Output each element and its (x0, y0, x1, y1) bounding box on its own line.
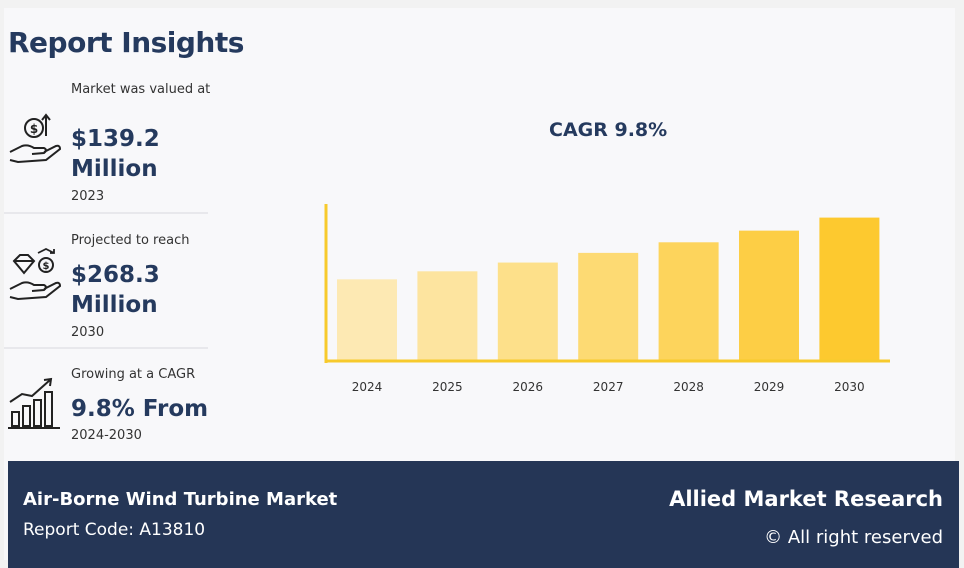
stat-value: $268.3 Million (71, 262, 160, 318)
svg-text:$: $ (30, 122, 38, 136)
brand-name: Allied Market Research (669, 487, 943, 511)
x-tick-label: 2029 (754, 380, 785, 394)
diamond-dollar-hand-icon: $ (9, 247, 62, 301)
bar-chart: 2024 2025 2026 2027 2028 2029 2030 (324, 204, 890, 394)
money-hand-icon: $ (9, 113, 62, 164)
stat-projected-value: $ Projected to reach $268.3 Million 2030 (4, 223, 209, 348)
bar-2024 (337, 279, 397, 361)
stat-market-value: $ Market was valued at $139.2 Million 20… (4, 68, 210, 208)
divider (4, 347, 208, 349)
x-tick-label: 2024 (352, 380, 383, 394)
stat-year: 2030 (71, 325, 105, 340)
svg-text:$: $ (43, 261, 50, 272)
stat-label: Projected to reach (71, 233, 190, 248)
x-tick-label: 2025 (432, 380, 463, 394)
stat-year: 2023 (71, 189, 105, 204)
stat-value: $139.2 Million (71, 126, 160, 182)
bar-2025 (417, 271, 478, 361)
copyright: © All right reserved (764, 527, 943, 548)
bar-2028 (658, 242, 719, 361)
stat-cagr: Growing at a CAGR 9.8% From 2024-2030 (4, 358, 209, 453)
x-tick-label: 2030 (834, 380, 865, 394)
stat-label: Growing at a CAGR (71, 367, 196, 382)
x-tick-label: 2027 (593, 380, 624, 394)
growth-bars-icon (8, 377, 60, 429)
bar-2027 (578, 252, 639, 361)
chart-title: CAGR 9.8% (549, 119, 668, 141)
divider (4, 212, 208, 214)
x-tick-label: 2028 (673, 380, 704, 394)
bar-2026 (497, 262, 558, 361)
report-code: Report Code: A13810 (23, 520, 206, 540)
market-title: Air-Borne Wind Turbine Market (23, 489, 338, 510)
page-title: Report Insights (8, 26, 244, 59)
footer: Air-Borne Wind Turbine Market Report Cod… (8, 461, 959, 568)
stat-year: 2024-2030 (71, 428, 142, 443)
bar-2030 (819, 217, 880, 361)
bar-2029 (739, 230, 799, 361)
stat-label: Market was valued at (71, 82, 211, 97)
x-tick-label: 2026 (513, 380, 544, 394)
stat-value: 9.8% From (71, 396, 209, 422)
report-card: Report Insights $ Market was valued at $… (4, 8, 959, 568)
